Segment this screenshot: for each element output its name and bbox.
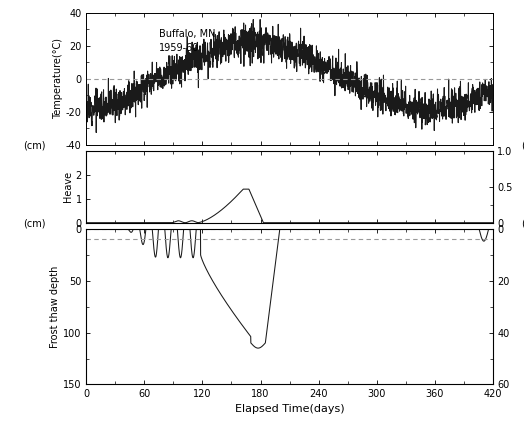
Y-axis label: Temperature(°C): Temperature(°C) bbox=[53, 38, 63, 119]
Y-axis label: Heave: Heave bbox=[62, 171, 72, 202]
Text: (In.): (In.) bbox=[521, 219, 524, 229]
Text: (cm): (cm) bbox=[24, 141, 46, 151]
Text: Buffalo, MN
1959-60: Buffalo, MN 1959-60 bbox=[159, 29, 215, 53]
Y-axis label: Frost thaw depth: Frost thaw depth bbox=[50, 265, 60, 348]
Text: (In.): (In.) bbox=[521, 141, 524, 151]
X-axis label: Elapsed Time(days): Elapsed Time(days) bbox=[235, 403, 344, 413]
Text: (cm): (cm) bbox=[24, 219, 46, 229]
